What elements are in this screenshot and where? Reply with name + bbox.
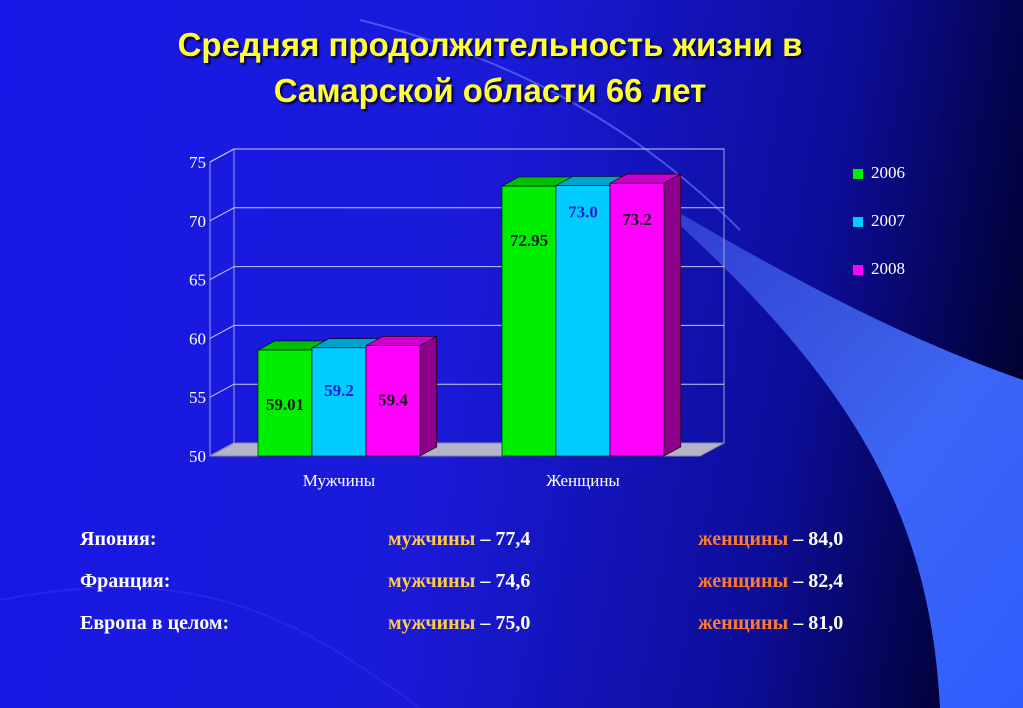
x-category-label: Женщины bbox=[546, 471, 620, 490]
women-value: – 81,0 bbox=[793, 612, 844, 634]
data-label: 59.2 bbox=[324, 381, 354, 400]
men-label: мужчины bbox=[388, 570, 476, 592]
bar-Женщины-2006 bbox=[501, 185, 557, 457]
y-tick-label: 60 bbox=[189, 329, 206, 348]
legend-swatch-2006 bbox=[853, 169, 863, 179]
data-label: 72.95 bbox=[510, 231, 548, 250]
data-label: 73.0 bbox=[568, 203, 598, 222]
bar-Женщины-2007 bbox=[555, 185, 611, 457]
chart-side-wall bbox=[209, 148, 235, 457]
men-value: – 74,6 bbox=[480, 570, 531, 592]
stats-country: Япония: bbox=[80, 528, 157, 550]
stats-row-japan: Япония: мужчины – 77,4 женщины – 84,0 bbox=[80, 528, 960, 558]
stats-women: женщины – 84,0 bbox=[698, 528, 843, 551]
women-label: женщины bbox=[698, 528, 789, 550]
stats-row-europe: Европа в целом: мужчины – 75,0 женщины –… bbox=[80, 612, 960, 642]
y-tick-label: 65 bbox=[189, 271, 206, 290]
women-value: – 82,4 bbox=[793, 570, 844, 592]
bar-side bbox=[419, 335, 438, 457]
stats-country: Франция: bbox=[80, 570, 171, 592]
data-label: 59.01 bbox=[266, 395, 304, 414]
x-category-label: Мужчины bbox=[303, 471, 376, 490]
stats-men: мужчины – 74,6 bbox=[388, 570, 530, 593]
men-value: – 77,4 bbox=[480, 528, 531, 550]
y-tick-label: 70 bbox=[189, 212, 206, 231]
y-tick-label: 50 bbox=[189, 447, 206, 466]
bar-Женщины-2008 bbox=[609, 182, 665, 457]
stats-row-france: Франция: мужчины – 74,6 женщины – 82,4 bbox=[80, 570, 960, 600]
stats-men: мужчины – 77,4 bbox=[388, 528, 530, 551]
women-label: женщины bbox=[698, 570, 789, 592]
men-label: мужчины bbox=[388, 528, 476, 550]
men-value: – 75,0 bbox=[480, 612, 531, 634]
legend-label-2008: 2008 bbox=[871, 259, 905, 278]
stats-women: женщины – 82,4 bbox=[698, 570, 843, 593]
bar-side bbox=[663, 173, 682, 457]
y-tick-label: 75 bbox=[189, 153, 206, 172]
stats-country: Европа в целом: bbox=[80, 612, 230, 634]
bar-Мужчины-2007 bbox=[311, 347, 367, 457]
legend-label-2007: 2007 bbox=[871, 211, 905, 230]
legend-swatch-2007 bbox=[853, 217, 863, 227]
women-label: женщины bbox=[698, 612, 789, 634]
slide-title: Средняя продолжительность жизни в Самарс… bbox=[177, 26, 803, 109]
data-label: 73.2 bbox=[622, 210, 652, 229]
women-value: – 84,0 bbox=[793, 528, 844, 550]
legend-label-2006: 2006 bbox=[871, 163, 905, 182]
men-label: мужчины bbox=[388, 612, 476, 634]
y-tick-label: 55 bbox=[189, 388, 206, 407]
legend-swatch-2008 bbox=[853, 265, 863, 275]
data-label: 59.4 bbox=[378, 390, 408, 409]
gridline-75 bbox=[209, 148, 724, 163]
bar-Мужчины-2008 bbox=[365, 345, 421, 457]
stats-men: мужчины – 75,0 bbox=[388, 612, 530, 635]
bar-Мужчины-2006 bbox=[257, 349, 313, 457]
stats-women: женщины – 81,0 bbox=[698, 612, 843, 635]
